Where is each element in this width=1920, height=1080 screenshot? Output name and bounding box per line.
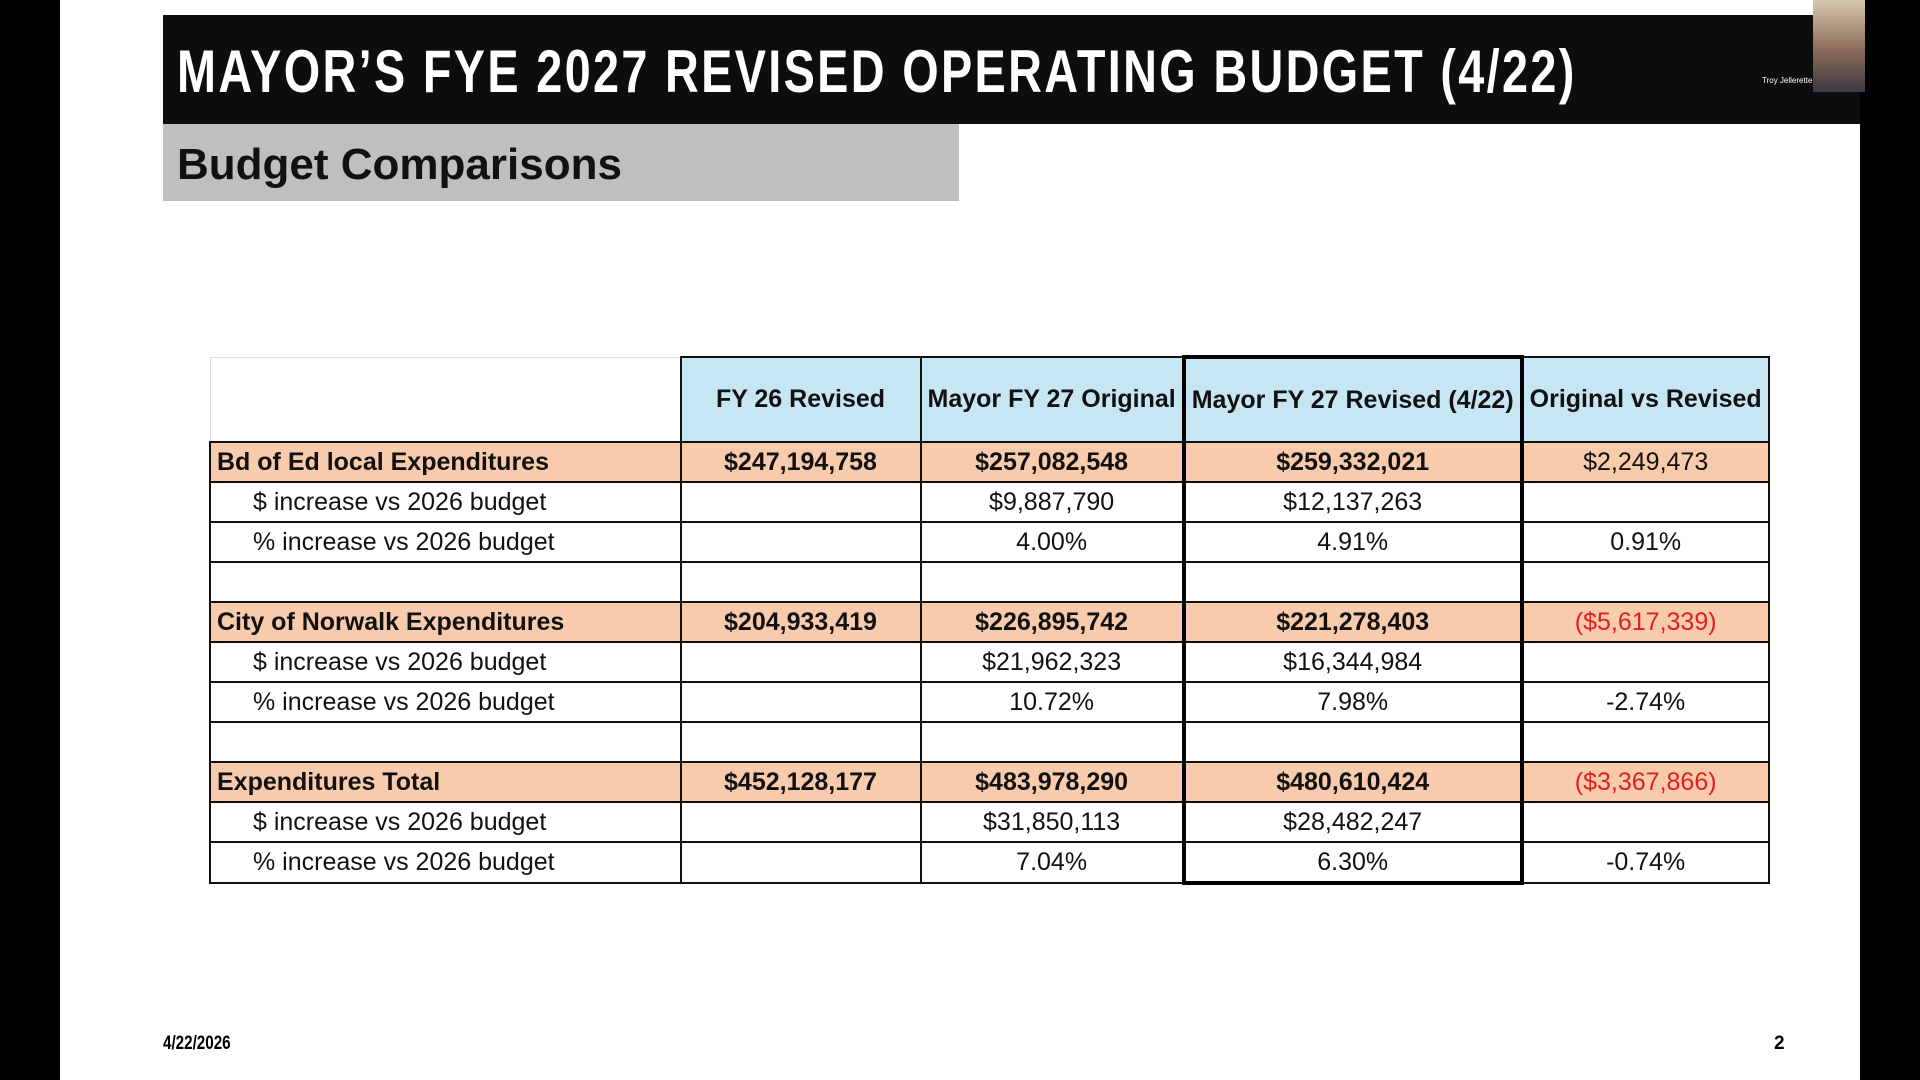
table-row: $ increase vs 2026 budget $31,850,113 $28,… (209, 801, 1770, 843)
table-cell: $204,933,419 (679, 601, 922, 643)
table-cell: ($3,367,866) (1520, 761, 1770, 803)
table-cell (1520, 721, 1770, 763)
table-cell (679, 481, 922, 523)
table-cell (1181, 561, 1524, 603)
table-cell: % increase vs 2026 budget (209, 681, 682, 723)
table-cell: $28,482,247 (1181, 801, 1524, 843)
table-row: $ increase vs 2026 budget $9,887,790 $12,1… (209, 481, 1770, 523)
column-header: Original vs Revised (1520, 356, 1770, 443)
column-header (209, 356, 681, 443)
table-cell (1520, 561, 1770, 603)
table-cell: $2,249,473 (1520, 441, 1770, 483)
table-cell: $31,850,113 (919, 801, 1185, 843)
subtitle-bar: Budget Comparisons (163, 124, 959, 201)
table-row (209, 561, 1770, 603)
subtitle: Budget Comparisons (177, 140, 622, 189)
table-row: % increase vs 2026 budget 4.00% 4.91% 0.91% (209, 521, 1770, 563)
table-cell (209, 561, 682, 603)
table-row: City of Norwalk Expenditures $204,933,419… (209, 601, 1770, 643)
table-cell (679, 521, 922, 563)
table-cell: $257,082,548 (919, 441, 1185, 483)
table-row: Expenditures Total $452,128,177 $483,978,2… (209, 761, 1770, 803)
table-row: % increase vs 2026 budget 7.04% 6.30% -0.74… (209, 841, 1770, 885)
table-cell: 6.30% (1181, 841, 1524, 885)
video-thumbnail (1813, 0, 1865, 92)
table-cell (679, 801, 922, 843)
table-cell (1520, 641, 1770, 683)
table-row: % increase vs 2026 budget 10.72% 7.98% -2.7… (209, 681, 1770, 723)
table-cell: -0.74% (1520, 841, 1770, 884)
table-cell (679, 641, 922, 683)
table-row: Bd of Ed local Expenditures $247,194,758 $… (209, 441, 1770, 483)
table-cell (209, 721, 682, 763)
budget-table: FY 26 Revised Mayor FY 27 Original Mayor F… (209, 355, 1770, 885)
table-cell (919, 561, 1185, 603)
footer-date: 4/22/2026 (163, 1033, 231, 1054)
title: MAYOR’S FYE 2027 REVISED OPERATING BUDGE… (177, 38, 1577, 105)
table-cell: $452,128,177 (679, 761, 922, 803)
header-row: FY 26 Revised Mayor FY 27 Original Mayor F… (209, 355, 1770, 443)
table-cell: $483,978,290 (919, 761, 1185, 803)
table-row: $ increase vs 2026 budget $21,962,323 $16,… (209, 641, 1770, 683)
title-bar: MAYOR’S FYE 2027 REVISED OPERATING BUDGE… (163, 15, 1860, 124)
table-cell: $221,278,403 (1181, 601, 1524, 643)
page-number: 2 (1774, 1033, 1785, 1054)
table-cell: $247,194,758 (679, 441, 922, 483)
table-cell: 10.72% (919, 681, 1185, 723)
table-cell: $12,137,263 (1181, 481, 1524, 523)
table-cell: Bd of Ed local Expenditures (209, 441, 682, 483)
table-cell (1520, 481, 1770, 523)
column-header: Mayor FY 27 Original (919, 356, 1185, 443)
table-cell (679, 841, 922, 884)
table-cell: $ increase vs 2026 budget (209, 801, 682, 843)
table-cell: $ increase vs 2026 budget (209, 641, 682, 683)
table-cell (679, 721, 922, 763)
table-cell: % increase vs 2026 budget (209, 521, 682, 563)
column-header: Mayor FY 27 Revised (4/22) (1181, 355, 1524, 443)
table-cell (679, 681, 922, 723)
table-cell: $9,887,790 (919, 481, 1185, 523)
table-cell: 0.91% (1520, 521, 1770, 563)
table-cell: $16,344,984 (1181, 641, 1524, 683)
table-cell (1520, 801, 1770, 843)
column-header: FY 26 Revised (679, 356, 922, 443)
table-cell: % increase vs 2026 budget (209, 841, 682, 884)
table-cell: Expenditures Total (209, 761, 682, 803)
table-cell: $259,332,021 (1181, 441, 1524, 483)
table-row (209, 721, 1770, 763)
table-cell: City of Norwalk Expenditures (209, 601, 682, 643)
table-cell: 7.04% (919, 841, 1185, 884)
table-cell: 4.91% (1181, 521, 1524, 563)
table-cell (679, 561, 922, 603)
table-cell: 7.98% (1181, 681, 1524, 723)
table-cell: $226,895,742 (919, 601, 1185, 643)
table-cell: $21,962,323 (919, 641, 1185, 683)
table-cell (919, 721, 1185, 763)
table-cell: $480,610,424 (1181, 761, 1524, 803)
table-cell: $ increase vs 2026 budget (209, 481, 682, 523)
table-cell (1181, 721, 1524, 763)
table-cell: 4.00% (919, 521, 1185, 563)
table-cell: -2.74% (1520, 681, 1770, 723)
table-cell: ($5,617,339) (1520, 601, 1770, 643)
presenter-name: Troy Jellerette (1762, 76, 1813, 85)
